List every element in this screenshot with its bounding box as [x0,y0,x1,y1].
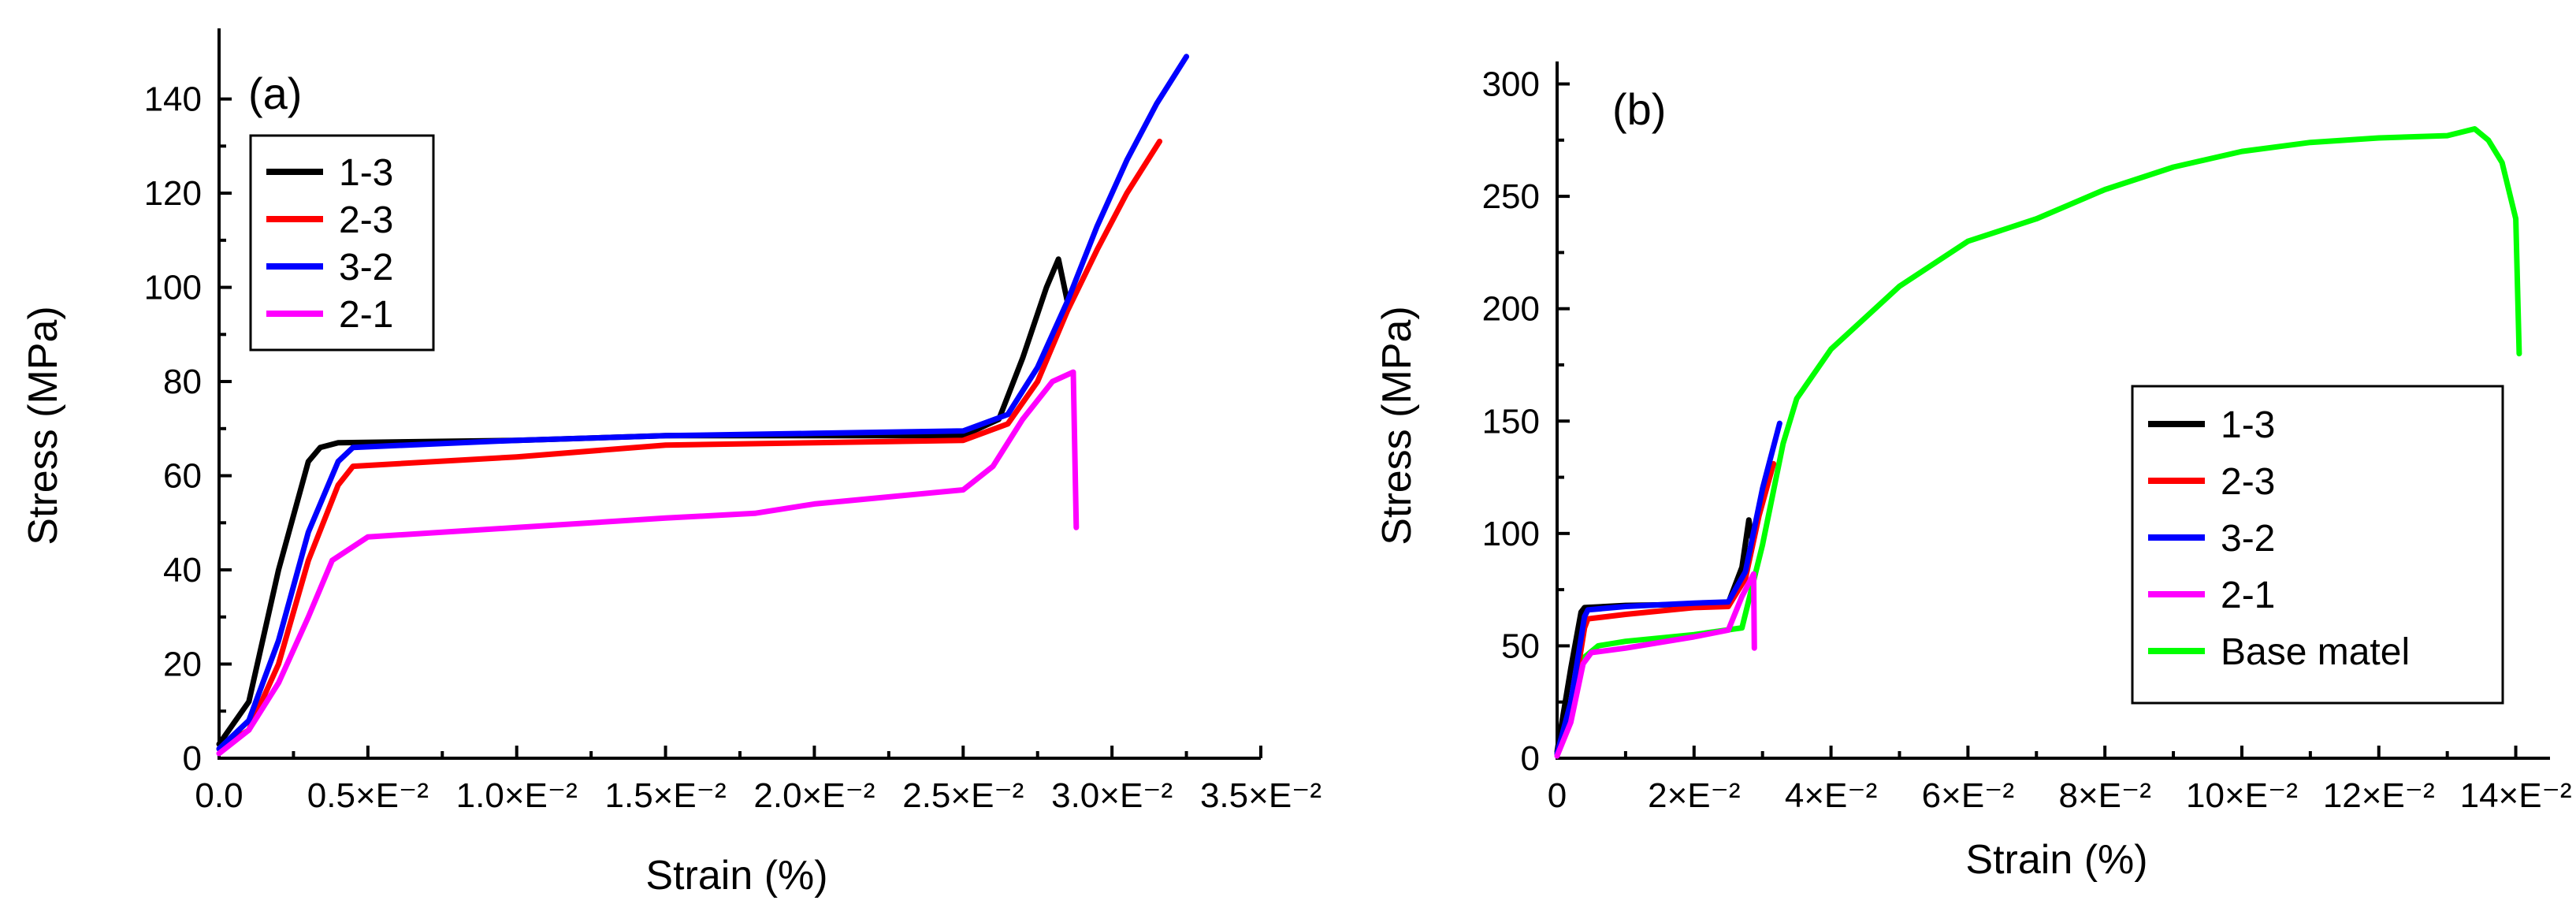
y-tick-label: 20 [163,646,202,684]
panel-label: (a) [248,69,302,118]
y-tick-label: 60 [163,457,202,496]
y-tick-label: 100 [1482,515,1540,553]
legend-label: 2-3 [2221,461,2275,503]
x-tick-label: 2.5×E⁻² [902,776,1024,815]
x-tick-label: 0.5×E⁻² [307,776,429,815]
y-tick-label: 200 [1482,290,1540,329]
panel-label: (b) [1612,84,1666,134]
legend-label: 2-1 [339,294,393,336]
legend-label: 3-2 [339,247,393,288]
y-tick-label: 0 [183,739,202,778]
series-line-2-3 [216,138,1163,752]
y-tick-label: 40 [163,551,202,590]
x-tick-label: 3.5×E⁻² [1200,776,1321,815]
series-line-base-matel [1554,126,2522,757]
x-tick-label: 2×E⁻² [1648,776,1740,815]
x-axis-title: Strain (%) [1965,837,2147,883]
panel-a: 0.0 0.5×E⁻² 1.0×E⁻² 1.5×E⁻² 2.0×E⁻² 2.5×E⁻² 3.… [20,28,1321,899]
y-tick-label: 100 [144,269,202,307]
y-tick-label: 140 [144,80,202,119]
y-tick-label: 50 [1501,627,1540,665]
legend-label: 1-3 [2221,404,2275,446]
series-line-3-2 [1554,420,1782,757]
x-tick-label: 8×E⁻² [2058,776,2150,815]
y-tick-label: 300 [1482,65,1540,104]
x-tick-label: 14×E⁻² [2460,776,2572,815]
x-tick-label: 1.5×E⁻² [605,776,727,815]
y-tick-label: 80 [163,363,202,401]
legend-label: Base matel [2221,631,2410,673]
x-tick-label: 2.0×E⁻² [753,776,875,815]
x-tick-label: 3.0×E⁻² [1051,776,1173,815]
series-line-2-1 [1554,571,1757,759]
legend-label: 2-1 [2221,575,2275,616]
x-tick-label: 6×E⁻² [1922,776,2014,815]
y-tick-label: 120 [144,174,202,213]
y-axis-title: Stress (MPa) [1374,306,1420,545]
series-line-2-1 [216,369,1080,757]
x-tick-label: 12×E⁻² [2323,776,2435,815]
x-tick-label: 0.0 [195,776,243,815]
x-tick-label: 4×E⁻² [1785,776,1877,815]
panel-b: 0 2×E⁻² 4×E⁻² 6×E⁻² 8×E⁻² 10×E⁻² 12×E⁻² 14×E⁻² 0… [1374,61,2571,883]
series-line-3-2 [216,54,1190,752]
x-tick-label: 0 [1548,776,1567,815]
y-axis-title: Stress (MPa) [20,306,66,545]
x-tick-label: 10×E⁻² [2186,776,2298,815]
y-tick-label: 250 [1482,177,1540,216]
legend-label: 1-3 [339,152,393,194]
legend-label: 2-3 [339,199,393,241]
series-line-1-3 [1554,517,1756,754]
y-tick-label: 150 [1482,402,1540,441]
x-axis-title: Strain (%) [645,853,827,899]
y-tick-label: 0 [1521,739,1540,778]
legend-label: 3-2 [2221,518,2275,560]
x-tick-label: 1.0×E⁻² [456,776,578,815]
